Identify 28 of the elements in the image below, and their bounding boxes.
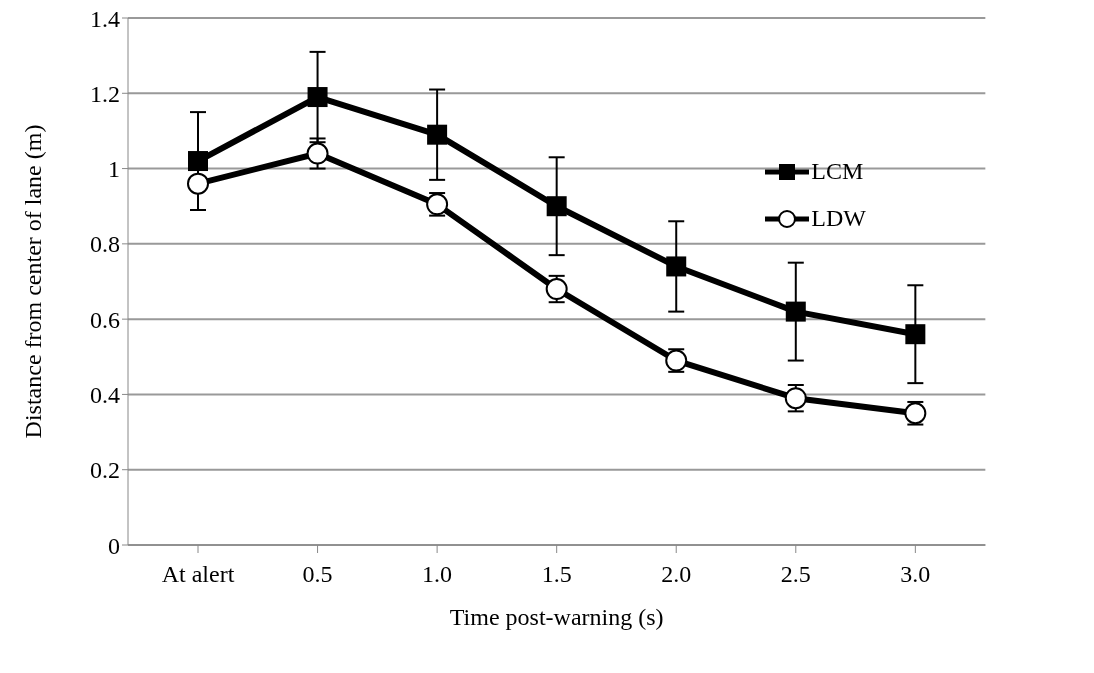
point bbox=[545, 278, 568, 301]
point bbox=[785, 301, 806, 322]
x-tick-label: 2.0 bbox=[661, 561, 692, 588]
x-tick-label: 0.5 bbox=[302, 561, 333, 588]
y-tick-label: 0.2 bbox=[90, 457, 120, 484]
point bbox=[666, 256, 687, 277]
y-tick-label: 1.2 bbox=[90, 80, 120, 107]
point bbox=[905, 324, 926, 345]
point bbox=[307, 87, 328, 108]
point bbox=[427, 124, 448, 145]
x-tick-label: 1.5 bbox=[541, 561, 572, 588]
y-tick-label: 0.6 bbox=[90, 306, 120, 333]
point bbox=[188, 151, 208, 172]
x-axis-title: Time post-warning (s) bbox=[449, 604, 664, 630]
legend-label: LCM bbox=[811, 158, 864, 185]
y-tick-label: 0 bbox=[108, 532, 120, 559]
y-tick-label: 0.8 bbox=[90, 231, 120, 258]
y-axis-title: Distance from center of lane (m) bbox=[19, 124, 46, 439]
x-tick-label: At alert bbox=[161, 561, 235, 588]
x-tick-label: 2.5 bbox=[780, 561, 811, 588]
legend-label: LDW bbox=[811, 205, 866, 232]
x-tick-label: 3.0 bbox=[900, 561, 931, 588]
point bbox=[187, 172, 209, 195]
point bbox=[546, 196, 567, 217]
y-tick-label: 1.4 bbox=[90, 5, 120, 32]
x-tick-label: 1.0 bbox=[422, 561, 453, 588]
y-tick-label: 1 bbox=[108, 156, 120, 183]
y-tick-label: 0.4 bbox=[90, 381, 120, 408]
